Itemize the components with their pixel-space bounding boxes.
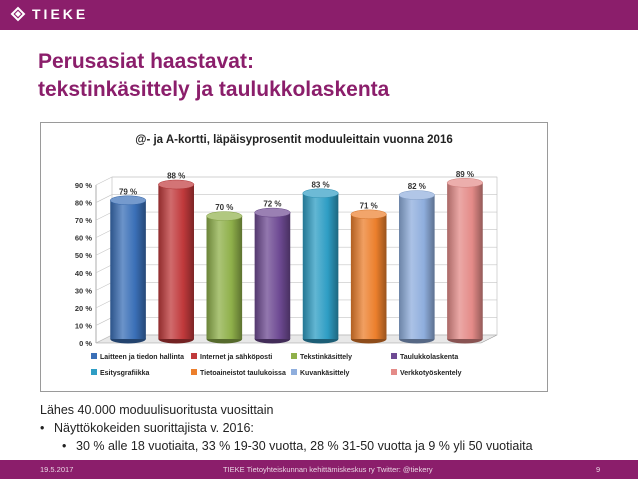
tieke-logo: TIEKE (10, 6, 88, 22)
bar-top (206, 211, 243, 221)
chart-title: @- ja A-kortti, läpäisyprosentit moduule… (135, 134, 453, 146)
legend-swatch (191, 369, 197, 375)
legend-label: Tekstinkäsittely (300, 354, 352, 361)
body-text: Lähes 40.000 moduulisuoritusta vuosittai… (40, 401, 533, 455)
bar-top (398, 190, 435, 200)
bullet-1-text: Näyttökokeiden suorittajista v. 2016: (54, 421, 254, 435)
footer-date: 19.5.2017 (40, 465, 74, 474)
title-line-2: tekstinkäsittely ja taulukkolaskenta (38, 78, 390, 101)
data-label: 79 % (119, 187, 137, 196)
y-tick-label: 80 % (75, 199, 92, 208)
y-tick-label: 50 % (75, 251, 92, 260)
legend-label: Taulukkolaskenta (400, 354, 458, 361)
bar (254, 212, 291, 339)
bar (206, 216, 243, 339)
legend-swatch (291, 353, 297, 359)
gridline-side (95, 264, 113, 274)
legend-label: Verkkotyöskentely (400, 370, 462, 377)
data-label: 89 % (456, 170, 474, 179)
bullet-2-text: 30 % alle 18 vuotiaita, 33 % 19-30 vuott… (76, 439, 533, 453)
legend-label: Tietoaineistot taulukoissa (200, 370, 286, 377)
data-label: 88 % (167, 172, 185, 181)
data-label: 82 % (408, 182, 426, 191)
bar-top (158, 179, 195, 190)
bar-top (446, 178, 483, 188)
y-tick-label: 60 % (75, 234, 92, 243)
bullet-1: • Näyttökokeiden suorittajista v. 2016: (40, 419, 533, 437)
footer-org: TIEKE Tietoyhteiskunnan kehittämiskeskus… (223, 465, 433, 474)
chart-frame: @- ja A-kortti, läpäisyprosentit moduule… (40, 122, 548, 392)
legend-swatch (191, 353, 197, 359)
bar (447, 182, 483, 339)
chart-floor (95, 334, 498, 344)
legend-label: Internet ja sähköposti (200, 354, 272, 361)
data-label: 72 % (263, 200, 281, 209)
bar (399, 195, 435, 339)
legend-label: Laitteen ja tiedon hallinta (100, 354, 184, 361)
gridline-side (95, 194, 113, 203)
y-tick-label: 40 % (75, 269, 92, 278)
bar-top (302, 188, 339, 199)
header-bar: TIEKE (0, 0, 638, 30)
data-label: 70 % (215, 203, 233, 212)
gridline-side (95, 176, 113, 186)
gridline-side (95, 246, 113, 256)
legend-label: Kuvankäsittely (300, 370, 350, 377)
bar-top (110, 195, 147, 206)
bar (110, 200, 146, 339)
gridline-side (95, 282, 113, 291)
y-tick-label: 30 % (75, 286, 92, 295)
legend-swatch (391, 369, 397, 375)
legend-swatch (391, 353, 397, 359)
footer-page-number: 9 (596, 465, 601, 474)
footer-bar: 19.5.2017 TIEKE Tietoyhteiskunnan kehitt… (0, 460, 638, 479)
bullet-marker: • (62, 439, 67, 453)
y-tick-label: 10 % (75, 321, 92, 330)
bullet-marker: • (40, 421, 45, 435)
bar-chart: @- ja A-kortti, läpäisyprosentit moduule… (75, 134, 498, 377)
gridline-side (95, 317, 113, 326)
bar (158, 184, 194, 339)
body-line-1: Lähes 40.000 moduulisuoritusta vuosittai… (40, 403, 274, 417)
gridline-side (95, 334, 113, 344)
y-tick-label: 70 % (75, 216, 92, 225)
bar-top (254, 207, 291, 218)
data-label: 71 % (360, 201, 378, 210)
gridline-side (95, 299, 113, 309)
legend-label: Esitysgrafiikka (100, 370, 150, 377)
bar-top (350, 209, 387, 220)
gridline-side (95, 211, 113, 221)
title-line-1: Perusasiat haastavat: (38, 50, 254, 73)
brand-name: TIEKE (32, 6, 89, 22)
bar (350, 214, 387, 339)
y-tick-label: 0 % (79, 339, 92, 348)
legend-swatch (91, 353, 97, 359)
bar (302, 193, 339, 339)
y-tick-label: 20 % (75, 304, 92, 313)
y-tick-label: 90 % (75, 181, 92, 190)
bullet-2: • 30 % alle 18 vuotiaita, 33 % 19-30 vuot… (40, 437, 533, 455)
legend-swatch (291, 369, 297, 375)
data-label: 83 % (311, 180, 329, 189)
gridline-side (95, 229, 113, 238)
legend-swatch (91, 369, 97, 375)
page-title: Perusasiat haastavat: tekstinkäsittely j… (38, 48, 389, 104)
tieke-logo-icon (10, 6, 26, 22)
